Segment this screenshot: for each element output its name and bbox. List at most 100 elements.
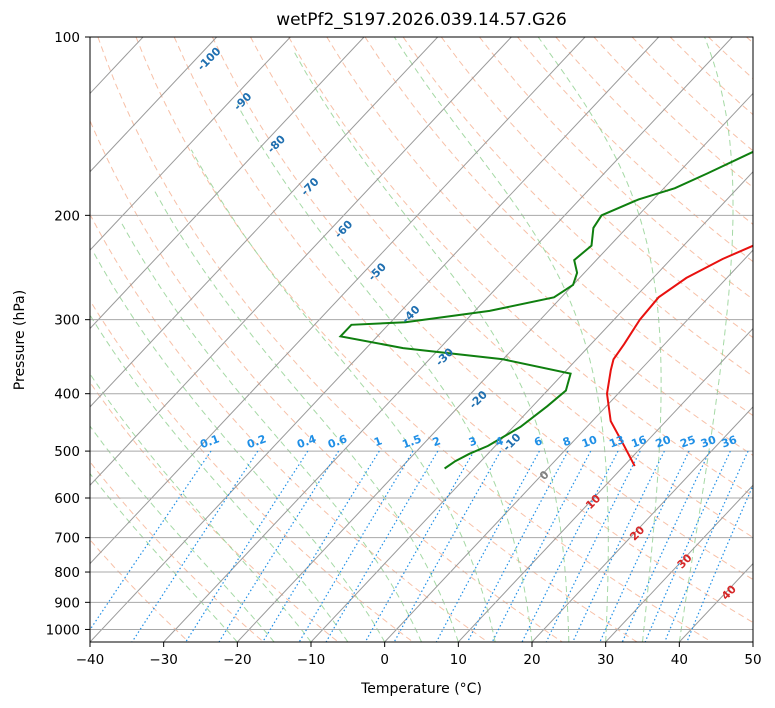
isotherm-line	[752, 641, 753, 642]
moist-adiabat-line	[236, 104, 533, 642]
isotherm-line	[90, 37, 439, 408]
y-tick-label: 900	[54, 595, 80, 611]
mixing-ratio-label: 4	[494, 434, 506, 449]
isotherm-line	[531, 406, 753, 642]
x-tick-label: −40	[76, 652, 105, 668]
dry-adiabat-line	[440, 37, 753, 339]
moist-adiabat-line	[92, 251, 386, 642]
moist-adiabat-line	[292, 49, 570, 642]
y-tick-label: 600	[54, 491, 80, 507]
moist-adiabat-line	[152, 187, 459, 642]
mixing-ratio-line	[521, 450, 619, 642]
mixing-ratio-label: 10	[580, 433, 599, 451]
dry-adiabat-line	[90, 461, 264, 642]
moist-adiabat-line	[678, 37, 734, 642]
isotherm-line	[90, 37, 365, 330]
mixing-ratio-label: 6	[532, 434, 544, 449]
x-tick-label: 20	[523, 652, 540, 668]
isotherm-line	[310, 171, 753, 642]
mixing-ratio-label: 25	[678, 433, 697, 450]
moist-adiabat-line	[537, 37, 662, 642]
y-tick-label: 100	[54, 30, 80, 46]
y-tick-label: 400	[54, 387, 80, 403]
isotherm-label: -60	[332, 218, 355, 241]
moist-adiabat-line	[90, 314, 349, 642]
isotherm-line	[236, 92, 753, 642]
isotherm-label: -100	[195, 44, 224, 73]
y-axis-label: Pressure (hPa)	[12, 290, 28, 390]
isotherm-label: -20	[467, 388, 490, 411]
isotherm-label: -30	[433, 345, 456, 368]
x-tick-label: 10	[450, 652, 467, 668]
mixing-ratio-label: 20	[654, 433, 673, 451]
x-tick-label: 40	[671, 652, 688, 668]
dry-adiabat-line	[90, 299, 414, 642]
dry-adiabat-line	[364, 37, 753, 417]
y-tick-label: 500	[54, 444, 80, 460]
x-axis-label: Temperature (°C)	[360, 681, 482, 697]
dry-adiabat-line	[669, 37, 753, 116]
dewpoint-profile-line	[338, 150, 753, 470]
dry-adiabat-line	[631, 37, 753, 152]
dry-adiabat-line	[517, 37, 753, 263]
mixing-ratio-label: 36	[720, 433, 739, 451]
wetbulb-label: 40	[719, 582, 739, 602]
mixing-ratio-label: 13	[607, 433, 626, 450]
isotherm-line	[163, 37, 733, 642]
y-tick-label: 800	[54, 565, 80, 581]
mixing-ratio-line	[435, 450, 540, 642]
dry-adiabat-line	[288, 37, 753, 497]
moist-adiabat-line	[90, 373, 312, 642]
dry-adiabat-line	[90, 213, 488, 642]
moist-adiabat-line	[393, 37, 609, 642]
dry-adiabat-line	[479, 37, 753, 300]
y-tick-label: 700	[54, 531, 80, 547]
mixing-ratio-line	[218, 450, 340, 642]
x-tick-label: 30	[597, 652, 614, 668]
x-tick-label: −20	[223, 652, 252, 668]
mixing-ratio-label: 0.2	[245, 432, 268, 451]
isotherm-line	[605, 484, 753, 642]
mixing-ratio-label: 0.4	[295, 432, 318, 451]
isotherm-label: -50	[366, 260, 389, 283]
dry-adiabat-line	[90, 119, 563, 642]
dry-adiabat-line	[90, 539, 190, 642]
grid-layer	[0, 37, 753, 642]
mixing-ratio-line	[262, 450, 380, 642]
mixing-ratio-label: 30	[699, 433, 718, 451]
mixing-ratio-label: 0.1	[198, 432, 221, 451]
moist-adiabat-line	[90, 425, 275, 642]
wetbulb-label: 20	[627, 523, 647, 543]
mixing-ratio-line	[644, 450, 731, 642]
mixing-ratio-line	[545, 450, 641, 642]
isotherm-line	[0, 37, 69, 642]
isotherm-line	[90, 37, 218, 173]
temperature-profile-line	[605, 244, 753, 467]
isotherm-line	[90, 37, 586, 565]
x-tick-label: −10	[297, 652, 326, 668]
wetbulb-label: 30	[675, 551, 695, 571]
chart-title: wetPf2_S197.2026.039.14.57.G26	[276, 10, 567, 30]
mixing-ratio-label: 8	[561, 434, 573, 449]
mixing-ratio-line	[572, 450, 665, 642]
dry-adiabat-line	[402, 37, 753, 377]
x-tick-label: 50	[744, 652, 761, 668]
moist-adiabat-line	[120, 221, 422, 642]
data-layer	[338, 150, 753, 470]
dry-adiabat-line	[708, 37, 753, 80]
isotherm-line	[457, 327, 753, 642]
mixing-ratio-label: 2	[431, 434, 443, 449]
dry-adiabat-line	[173, 37, 753, 624]
mixing-ratio-line	[364, 450, 475, 642]
y-tick-label: 300	[54, 313, 80, 329]
wetbulb-label: 10	[583, 492, 603, 512]
mixing-ratio-label: 1.5	[400, 432, 423, 451]
isotherm-line	[90, 37, 291, 251]
mixing-ratio-line	[621, 450, 711, 642]
x-tick-label: −30	[149, 652, 178, 668]
mixing-ratio-label: 3	[467, 434, 479, 449]
dry-adiabat-line	[97, 37, 638, 642]
mixing-ratio-line	[90, 450, 212, 631]
mixing-ratio-label: 0.6	[326, 432, 349, 451]
